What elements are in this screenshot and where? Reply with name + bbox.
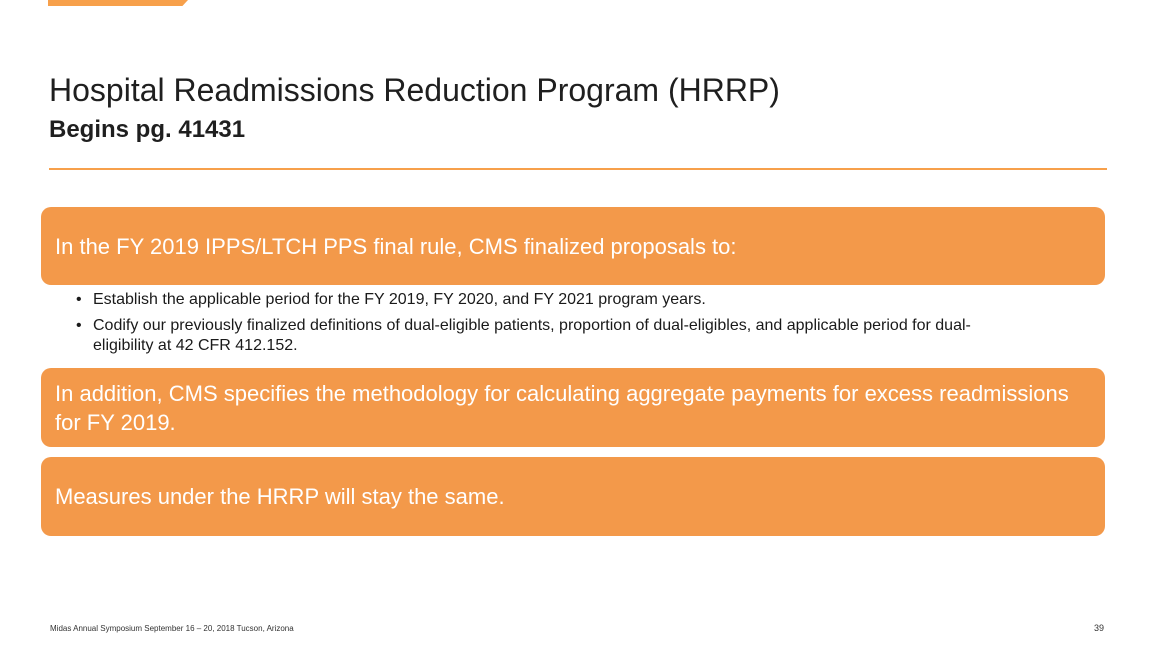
page-number: 39	[1093, 623, 1104, 633]
title-divider	[49, 168, 1107, 170]
list-item-text: Establish the applicable period for the …	[93, 291, 706, 308]
list-item: • Codify our previously finalized defini…	[74, 316, 1014, 356]
list-item-text: Codify our previously finalized definiti…	[93, 317, 971, 354]
bullet-list: • Establish the applicable period for th…	[74, 290, 1014, 362]
bullet-icon: •	[76, 317, 82, 334]
list-item: • Establish the applicable period for th…	[74, 290, 1014, 310]
content-box-measures: Measures under the HRRP will stay the sa…	[41, 457, 1105, 536]
slide-title: Hospital Readmissions Reduction Program …	[49, 72, 780, 108]
content-box-text: In the FY 2019 IPPS/LTCH PPS final rule,…	[55, 233, 737, 259]
content-box-methodology: In addition, CMS specifies the methodolo…	[41, 368, 1105, 447]
bullet-icon: •	[76, 291, 82, 308]
content-box-finalized-proposals: In the FY 2019 IPPS/LTCH PPS final rule,…	[41, 207, 1105, 285]
content-box-text: Measures under the HRRP will stay the sa…	[55, 484, 505, 509]
slide-subtitle: Begins pg. 41431	[49, 116, 246, 143]
footer-text: Midas Annual Symposium September 16 – 20…	[50, 624, 294, 633]
content-box-text: In addition, CMS specifies the methodolo…	[55, 380, 1069, 435]
top-accent-tab	[48, 0, 188, 6]
